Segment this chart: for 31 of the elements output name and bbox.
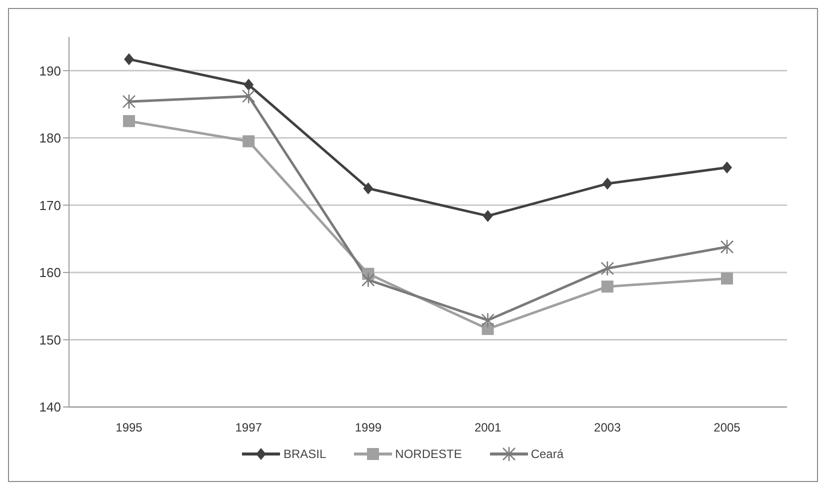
legend-label: Ceará — [530, 447, 564, 461]
x-tick-label: 1999 — [354, 420, 382, 435]
x-tick-label: 2001 — [474, 420, 502, 435]
point — [722, 162, 732, 174]
point — [362, 272, 375, 288]
point — [242, 135, 255, 148]
x-tick-label: 2005 — [714, 420, 741, 435]
point — [482, 210, 493, 222]
y-tick-label: 160 — [39, 265, 61, 280]
y-tick-label: 140 — [39, 400, 61, 415]
point — [122, 94, 136, 110]
x-tick-label: 1995 — [116, 420, 143, 435]
point — [601, 280, 614, 293]
point — [600, 260, 614, 276]
point — [363, 182, 374, 194]
legend-label: BRASIL — [283, 447, 326, 461]
legend-label: NORDESTE — [395, 447, 462, 461]
point — [242, 88, 256, 104]
point — [123, 115, 135, 128]
x-tick-label: 1997 — [235, 420, 262, 435]
y-tick-label: 180 — [39, 130, 61, 146]
point — [124, 53, 134, 66]
point — [481, 312, 494, 328]
point — [720, 239, 734, 255]
y-tick-label: 150 — [39, 332, 61, 348]
point — [602, 178, 612, 190]
x-tick-label: 2003 — [594, 420, 622, 435]
point — [721, 272, 733, 285]
point — [244, 78, 254, 91]
y-tick-label: 170 — [39, 198, 61, 213]
y-tick-label: 190 — [39, 63, 61, 78]
